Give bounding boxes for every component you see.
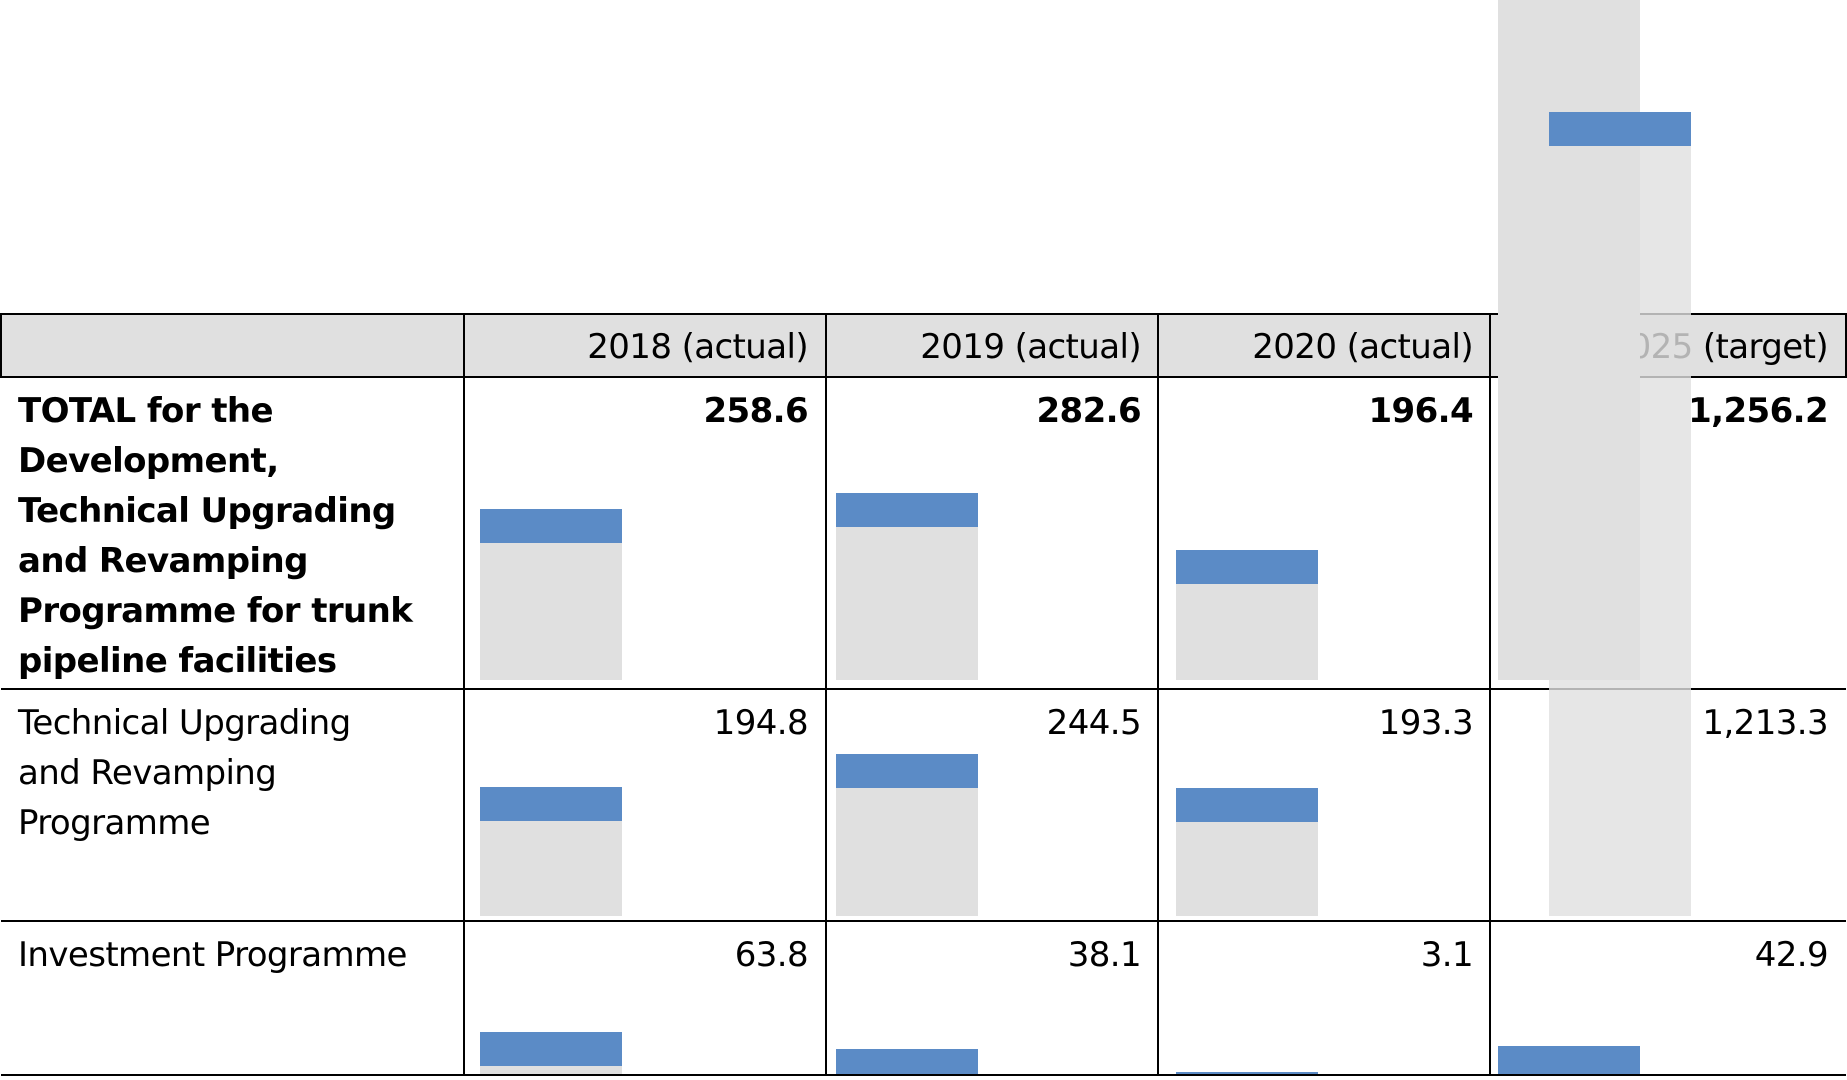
column-header-2019: 2019 (actual) [920, 327, 1141, 367]
value-label-technical-upgrading-2019: 244.5 [1046, 703, 1142, 743]
row-label-investment-programme: Investment Programme [18, 935, 407, 975]
row-label-total: TOTAL for the Development, Technical Upg… [18, 391, 413, 681]
value-label-technical-upgrading-2020: 193.3 [1378, 703, 1474, 743]
grid-line-row-2 [1, 920, 1846, 922]
value-label-investment-programme-2021-2025: 42.9 [1754, 935, 1829, 975]
grid-line-header-top [1, 313, 1846, 315]
column-header-2020: 2020 (actual) [1252, 327, 1473, 367]
value-label-technical-upgrading-2021-2025: 1,213.3 [1702, 703, 1828, 743]
grid-line-col-4 [1489, 313, 1491, 1076]
bar-cap-technical-upgrading-2019 [836, 753, 978, 788]
bar-cap-total-2019 [836, 492, 978, 527]
grid-line-col-2 [825, 313, 827, 1076]
grid-line-row-1 [1, 688, 1846, 690]
bar-cap-total-2020 [1176, 549, 1318, 584]
row-label-technical-upgrading: Technical Upgrading and Revamping Progra… [18, 703, 351, 843]
value-label-total-2019: 282.6 [1036, 391, 1141, 431]
value-label-investment-programme-2020: 3.1 [1420, 935, 1474, 975]
grid-line-right [1845, 313, 1847, 378]
grid-line-left [0, 313, 2, 378]
bar-cap-technical-upgrading-2021-2025 [1549, 111, 1691, 146]
bar-cap-investment-programme-2019 [836, 1048, 978, 1074]
value-label-total-2018: 258.6 [703, 391, 808, 431]
value-label-investment-programme-2019: 38.1 [1067, 935, 1142, 975]
value-label-investment-programme-2018: 63.8 [734, 935, 809, 975]
column-header-2018: 2018 (actual) [587, 327, 808, 367]
grid-line-bottom [1, 1074, 1846, 1076]
bar-cap-investment-programme-2021-2025 [1498, 1045, 1640, 1074]
grid-line-col-1 [463, 313, 465, 1076]
value-label-technical-upgrading-2018: 194.8 [713, 703, 809, 743]
bar-cap-technical-upgrading-2018 [480, 786, 622, 821]
grid-line-header-bottom [1, 376, 1846, 378]
bar-cap-total-2018 [480, 508, 622, 543]
grid-line-col-3 [1157, 313, 1159, 1076]
value-label-total-2021-2025: 1,256.2 [1688, 391, 1829, 431]
bar-cap-technical-upgrading-2020 [1176, 787, 1318, 822]
value-label-total-2020: 196.4 [1368, 391, 1473, 431]
bar-technical-upgrading-2021-2025 [1549, 111, 1691, 916]
bar-cap-investment-programme-2018 [480, 1031, 622, 1066]
bar-cap-investment-programme-2020 [1176, 1071, 1318, 1074]
